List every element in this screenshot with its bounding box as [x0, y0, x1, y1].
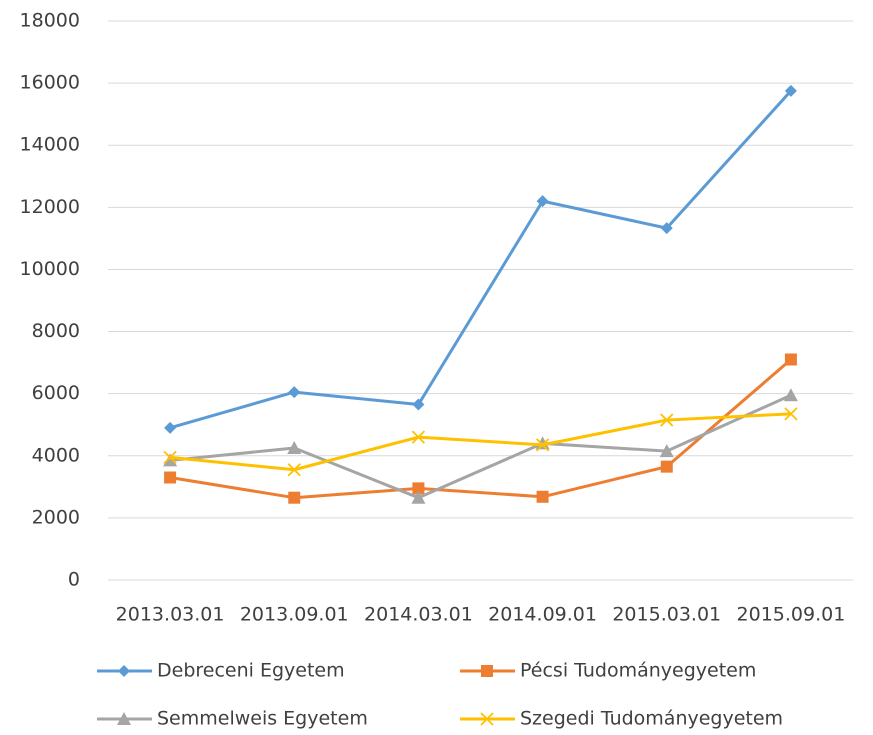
- data-point: [288, 491, 301, 504]
- y-tick-label: 14000: [20, 134, 80, 156]
- y-tick-label: 10000: [20, 258, 80, 280]
- data-point: [784, 84, 797, 97]
- data-point: [412, 482, 425, 495]
- legend-label: Debreceni Egyetem: [157, 660, 345, 682]
- data-point: [164, 471, 177, 484]
- data-point: [784, 353, 797, 366]
- x-tick-label: 2015.03.01: [612, 604, 721, 626]
- legend-marker: [117, 712, 131, 725]
- data-point: [783, 388, 798, 402]
- data-point: [660, 413, 674, 427]
- data-point: [163, 450, 177, 464]
- data-point: [411, 430, 426, 444]
- y-tick-label: 8000: [32, 320, 80, 342]
- data-point: [535, 438, 550, 452]
- series-line: [169, 393, 792, 500]
- y-tick-label: 6000: [32, 382, 80, 404]
- data-point: [164, 421, 177, 434]
- legend-label: Szegedi Tudományegyetem: [520, 708, 783, 730]
- data-point: [288, 386, 301, 399]
- legend-marker: [480, 712, 494, 726]
- y-tick-label: 0: [68, 569, 80, 591]
- data-point: [784, 407, 798, 421]
- y-tick-label: 2000: [32, 506, 80, 528]
- y-tick-label: 12000: [20, 196, 80, 218]
- y-tick-label: 16000: [20, 72, 80, 94]
- data-point: [660, 222, 673, 235]
- x-tick-label: 2013.03.01: [116, 604, 225, 626]
- legend-marker: [118, 665, 130, 677]
- legend-label: Semmelweis Egyetem: [157, 708, 368, 730]
- data-point: [163, 453, 178, 467]
- series-line: [169, 412, 791, 472]
- x-tick-label: 2013.09.01: [240, 604, 349, 626]
- data-point: [287, 463, 301, 477]
- data-point: [659, 444, 674, 458]
- y-tick-label: 18000: [20, 10, 80, 32]
- data-point: [287, 441, 302, 455]
- legend-marker: [481, 665, 493, 677]
- x-tick-label: 2014.09.01: [488, 604, 597, 626]
- data-point: [536, 195, 549, 208]
- data-point: [536, 490, 549, 503]
- series-line: [169, 358, 792, 500]
- x-tick-label: 2015.09.01: [737, 604, 846, 626]
- data-point: [660, 460, 673, 473]
- data-point: [411, 490, 426, 504]
- y-tick-label: 4000: [32, 444, 80, 466]
- legend-label: Pécsi Tudományegyetem: [520, 660, 756, 682]
- series-line: [169, 89, 793, 430]
- x-tick-label: 2014.03.01: [364, 604, 473, 626]
- data-point: [412, 398, 425, 411]
